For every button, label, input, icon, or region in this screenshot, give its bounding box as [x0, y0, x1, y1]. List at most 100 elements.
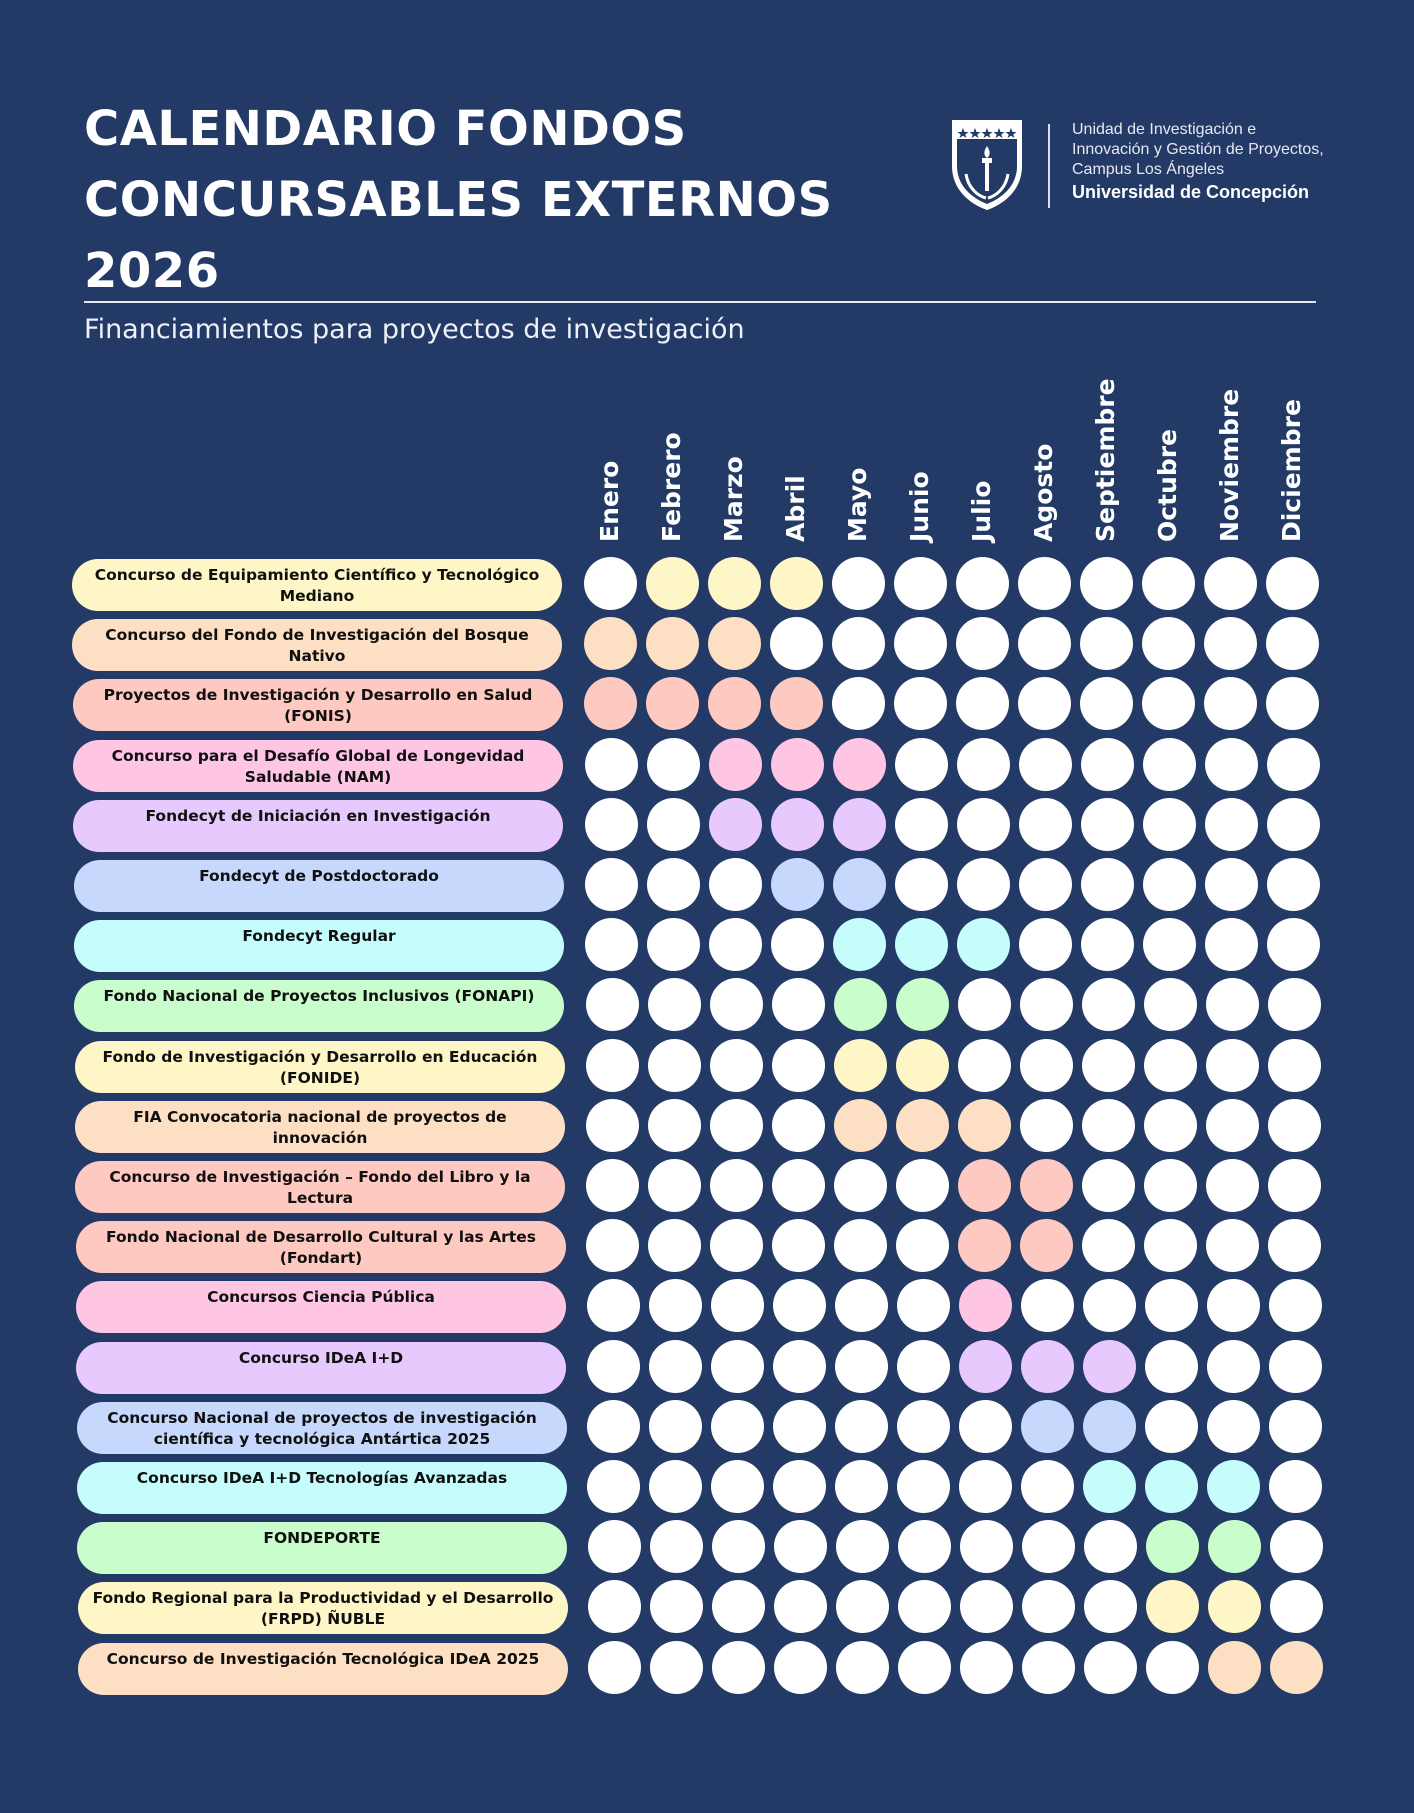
month-cell-junio	[898, 1641, 951, 1694]
month-cell-abril	[772, 1159, 825, 1212]
month-cell-junio	[895, 798, 948, 851]
month-cell-octubre	[1142, 557, 1195, 610]
month-cell-agosto	[1019, 798, 1072, 851]
month-cell-julio	[957, 798, 1010, 851]
month-cell-noviembre	[1206, 1039, 1259, 1092]
month-cell-mayo	[832, 617, 885, 670]
month-cell-enero	[586, 1159, 639, 1212]
month-cell-diciembre	[1269, 1400, 1322, 1453]
month-cell-octubre	[1145, 1400, 1198, 1453]
month-cell-septiembre	[1080, 677, 1133, 730]
month-cell-julio	[958, 1039, 1011, 1092]
month-cell-septiembre	[1084, 1641, 1137, 1694]
month-cell-octubre	[1143, 798, 1196, 851]
fund-label: Proyectos de Investigación y Desarrollo …	[73, 679, 563, 731]
month-cell-agosto	[1020, 978, 1073, 1031]
fund-label: Fondecyt de Iniciación en Investigación	[73, 800, 563, 852]
fund-label: Concurso del Fondo de Investigación del …	[72, 619, 562, 671]
month-cell-octubre	[1146, 1520, 1199, 1573]
month-cell-diciembre	[1268, 978, 1321, 1031]
month-cell-septiembre	[1081, 858, 1134, 911]
page-title: CALENDARIO FONDOS CONCURSABLES EXTERNOS …	[84, 94, 884, 307]
fund-row: FONDEPORTE	[0, 1520, 1414, 1574]
month-cell-septiembre	[1081, 798, 1134, 851]
month-label-text: Julio	[967, 480, 996, 542]
month-cell-septiembre	[1082, 1099, 1135, 1152]
month-cell-agosto	[1018, 677, 1071, 730]
fund-row: Fondo de Investigación y Desarrollo en E…	[0, 1039, 1414, 1093]
month-cell-noviembre	[1205, 918, 1258, 971]
month-cell-febrero	[648, 1099, 701, 1152]
month-cell-septiembre	[1081, 918, 1134, 971]
month-cell-julio	[957, 738, 1010, 791]
month-cell-febrero	[649, 1340, 702, 1393]
month-cell-septiembre	[1081, 738, 1134, 791]
month-cell-marzo	[711, 1279, 764, 1332]
month-cell-junio	[895, 918, 948, 971]
month-cell-octubre	[1144, 1159, 1197, 1212]
month-label-text: Febrero	[657, 432, 686, 542]
fund-row: Fondo Regional para la Productividad y e…	[0, 1580, 1414, 1634]
month-cell-junio	[898, 1580, 951, 1633]
month-cell-diciembre	[1266, 677, 1319, 730]
fund-row: Fondecyt de Iniciación en Investigación	[0, 798, 1414, 852]
month-cell-diciembre	[1266, 617, 1319, 670]
month-cell-septiembre	[1084, 1580, 1137, 1633]
month-cell-junio	[896, 978, 949, 1031]
month-cell-noviembre	[1207, 1279, 1260, 1332]
fund-row: Fondecyt Regular	[0, 918, 1414, 972]
month-cell-septiembre	[1082, 1219, 1135, 1272]
fund-label: Concurso IDeA I+D Tecnologías Avanzadas	[77, 1462, 567, 1514]
month-cell-agosto	[1021, 1460, 1074, 1513]
fund-label: Concurso de Equipamiento Científico y Te…	[72, 559, 562, 611]
month-cell-agosto	[1021, 1340, 1074, 1393]
month-cell-diciembre	[1270, 1641, 1323, 1694]
month-cell-octubre	[1143, 858, 1196, 911]
month-cell-marzo	[712, 1580, 765, 1633]
month-cell-enero	[588, 1520, 641, 1573]
fund-label: Fondo Nacional de Desarrollo Cultural y …	[76, 1221, 566, 1273]
fund-row: Proyectos de Investigación y Desarrollo …	[0, 677, 1414, 731]
month-cell-marzo	[708, 557, 761, 610]
month-cell-diciembre	[1269, 1460, 1322, 1513]
month-cell-junio	[896, 1219, 949, 1272]
month-cell-mayo	[832, 677, 885, 730]
udec-shield-icon	[952, 120, 1022, 210]
month-cell-febrero	[647, 858, 700, 911]
logo-university: Universidad de Concepción	[1072, 182, 1310, 202]
month-cell-mayo	[834, 1039, 887, 1092]
month-cell-enero	[585, 918, 638, 971]
month-cell-marzo	[709, 798, 762, 851]
fund-row: Concurso de Investigación Tecnológica ID…	[0, 1641, 1414, 1695]
month-cell-agosto	[1022, 1520, 1075, 1573]
fund-label: Fondecyt de Postdoctorado	[74, 860, 564, 912]
month-cell-agosto	[1020, 1039, 1073, 1092]
month-cell-diciembre	[1268, 1219, 1321, 1272]
month-label-text: Noviembre	[1215, 388, 1244, 542]
month-cell-noviembre	[1205, 858, 1258, 911]
month-cell-agosto	[1021, 1400, 1074, 1453]
month-cell-enero	[585, 858, 638, 911]
month-cell-marzo	[710, 1219, 763, 1272]
month-cell-mayo	[836, 1580, 889, 1633]
month-cell-julio	[960, 1580, 1013, 1633]
month-cell-noviembre	[1206, 1219, 1259, 1272]
fund-row: Fondecyt de Postdoctorado	[0, 858, 1414, 912]
fund-row: Fondo Nacional de Desarrollo Cultural y …	[0, 1219, 1414, 1273]
month-cell-junio	[896, 1099, 949, 1152]
month-cell-julio	[956, 617, 1009, 670]
month-cell-enero	[587, 1279, 640, 1332]
month-cell-noviembre	[1207, 1460, 1260, 1513]
month-cell-agosto	[1021, 1279, 1074, 1332]
fund-label: Fondo Regional para la Productividad y e…	[78, 1582, 568, 1634]
month-cell-junio	[894, 677, 947, 730]
month-cell-diciembre	[1268, 1159, 1321, 1212]
month-cell-abril	[770, 617, 823, 670]
month-cell-mayo	[833, 858, 886, 911]
month-cell-agosto	[1019, 738, 1072, 791]
title-line-3: 2026	[84, 243, 220, 299]
month-cell-octubre	[1142, 617, 1195, 670]
month-cell-abril	[772, 1099, 825, 1152]
month-cell-marzo	[708, 617, 761, 670]
month-cell-agosto	[1020, 1099, 1073, 1152]
